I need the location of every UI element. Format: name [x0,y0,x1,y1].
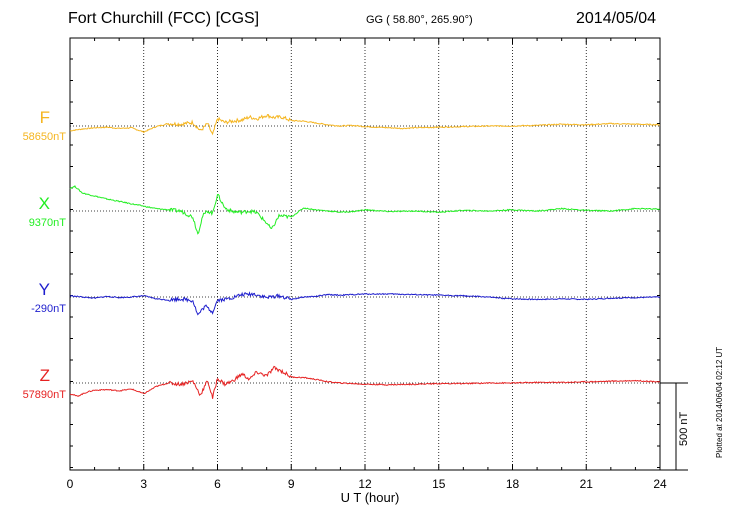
x-tick-label: 24 [653,477,667,491]
station-title: Fort Churchill (FCC) [CGS] [68,10,260,27]
plotted-timestamp: Plotted at 2014/06/04 02:12 UT [715,346,724,458]
chart-date: 2014/05/04 [576,10,657,27]
component-label-x: X [38,194,50,213]
component-label-f: F [39,108,50,127]
series-line-f [69,113,661,136]
x-tick-label: 12 [358,477,372,491]
baseline-value-f: 58650nT [22,131,66,143]
baseline-value-z: 57890nT [22,389,66,401]
scale-bar-label: 500 nT [678,411,690,446]
x-tick-label: 21 [580,477,594,491]
component-label-y: Y [38,280,50,299]
component-label-z: Z [39,366,50,385]
station-coordinates: GG ( 58.80°, 265.90°) [366,14,473,26]
x-tick-label: 18 [506,477,520,491]
x-tick-label: 15 [432,477,446,491]
series-line-y [69,291,661,316]
x-tick-label: 6 [214,477,221,491]
series-line-x [69,184,661,235]
x-tick-label: 3 [140,477,147,491]
x-tick-label: 9 [288,477,295,491]
series-line-z [69,365,660,399]
baseline-value-y: -290nT [31,303,66,315]
x-tick-label: 0 [67,477,74,491]
baseline-value-x: 9370nT [28,217,66,229]
x-axis-label: U T (hour) [340,490,400,505]
